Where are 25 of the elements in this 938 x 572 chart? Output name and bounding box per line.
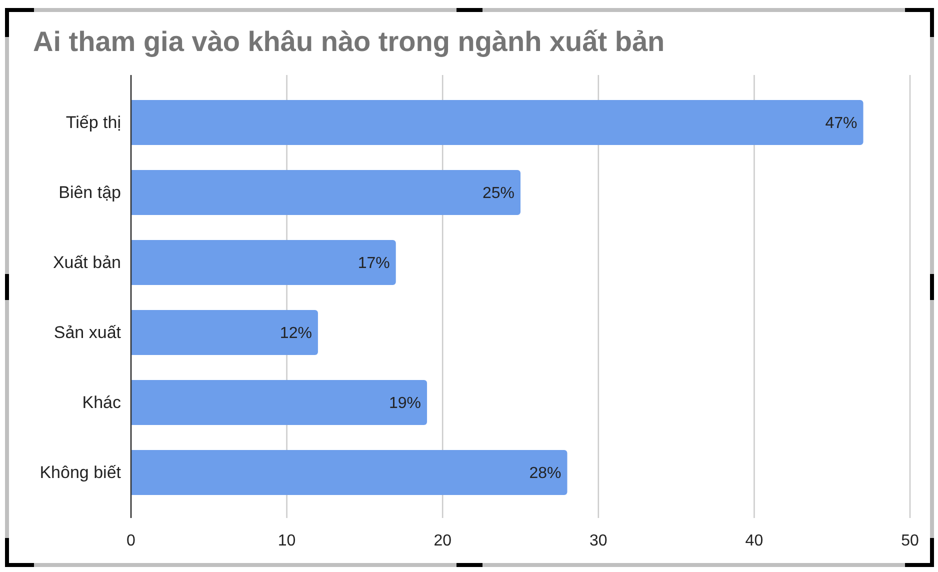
y-tick-label: Khác [82, 393, 122, 412]
chart-title: Ai tham gia vào khâu nào trong ngành xuất bản [33, 25, 665, 59]
x-tick-label: 40 [745, 532, 764, 550]
x-tick-label: 10 [278, 532, 296, 550]
bar [131, 310, 318, 355]
x-tick-label: 0 [126, 532, 136, 550]
data-label: 19% [388, 395, 422, 412]
y-tick-label: Xuất bản [52, 253, 121, 272]
data-label: 12% [280, 325, 312, 342]
bar [131, 450, 568, 495]
y-tick-label: Biên tập [58, 183, 121, 202]
bar [131, 380, 428, 425]
bar [131, 170, 520, 215]
y-tick-label: Không biết [40, 463, 122, 482]
x-tick-label: 20 [434, 532, 452, 550]
y-tick-label: Sản xuất [54, 323, 122, 342]
data-label: 47% [825, 115, 858, 132]
data-label: 17% [358, 255, 390, 272]
data-label: 25% [482, 185, 514, 202]
bar [131, 240, 396, 285]
data-label: 28% [529, 465, 562, 482]
bar [131, 100, 864, 145]
x-tick-label: 50 [901, 532, 919, 550]
x-tick-label: 30 [590, 532, 608, 550]
y-tick-label: Tiếp thị [66, 113, 121, 132]
